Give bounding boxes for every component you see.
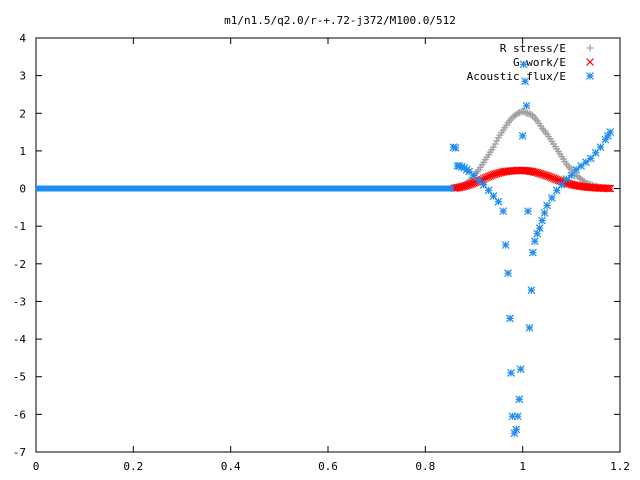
x-tick-label: 0.8	[415, 460, 435, 473]
data-point	[519, 60, 528, 69]
y-tick-label: -4	[13, 333, 27, 346]
data-point	[519, 107, 527, 115]
data-point	[601, 135, 610, 144]
data-point	[582, 158, 590, 167]
data-point	[514, 109, 522, 117]
data-point	[577, 162, 585, 170]
x-tick-label: 0.2	[123, 460, 143, 473]
data-point	[606, 184, 615, 193]
data-point	[474, 176, 483, 185]
data-point	[521, 77, 530, 86]
data-point	[606, 128, 615, 137]
data-point	[572, 165, 581, 174]
data-point	[512, 425, 521, 434]
data-point	[499, 207, 508, 216]
data-point	[522, 109, 530, 117]
data-point	[603, 184, 611, 193]
y-tick-label: -6	[13, 408, 26, 421]
data-point	[465, 167, 474, 176]
data-point	[527, 286, 536, 295]
data-point	[528, 248, 537, 257]
y-tick-label: -2	[13, 258, 26, 271]
y-tick-label: -3	[13, 295, 26, 308]
y-tick-label: 3	[19, 70, 26, 83]
legend-marker	[586, 72, 594, 80]
data-point	[547, 194, 556, 202]
data-point	[451, 143, 460, 152]
data-point	[516, 365, 525, 374]
data-point	[491, 140, 499, 148]
data-point	[504, 269, 512, 278]
legend-label: G work/E	[513, 56, 566, 69]
x-tick-label: 1	[519, 460, 526, 473]
legend-marker	[586, 58, 594, 66]
data-point	[507, 369, 515, 377]
data-point	[540, 209, 549, 217]
legend-label: R stress/E	[500, 42, 566, 55]
y-tick-label: -5	[13, 371, 26, 384]
legend-marker	[586, 44, 594, 52]
data-point	[518, 131, 527, 140]
axis-ticks: 0 0.2 0.4 0.6 0.8 1 1.2 4 3 2 1 0 -1 -2 -3 -4 -5 -6 -7	[13, 32, 630, 473]
legend-label: Acoustic flux/E	[467, 70, 566, 83]
data-point	[525, 323, 534, 332]
data-point	[530, 237, 539, 246]
data-point	[538, 216, 547, 225]
data-point	[525, 110, 533, 118]
x-tick-label: 0	[33, 460, 40, 473]
y-tick-label: 0	[19, 183, 26, 196]
data-point	[522, 101, 531, 110]
y-tick-label: 2	[19, 107, 26, 120]
series-layer	[36, 60, 615, 438]
y-tick-label: -1	[13, 220, 26, 233]
x-tick-label: 0.4	[221, 460, 241, 473]
data-point	[489, 143, 497, 151]
data-point	[596, 143, 605, 152]
data-point	[524, 207, 532, 216]
data-point	[513, 412, 522, 421]
y-tick-label: -7	[13, 446, 26, 459]
x-tick-label: 0.6	[318, 460, 338, 473]
data-point	[501, 241, 510, 249]
data-point	[543, 201, 551, 210]
data-point	[515, 395, 524, 404]
x-tick-label: 1.2	[610, 460, 630, 473]
data-point	[535, 224, 544, 232]
y-tick-label: 4	[19, 32, 26, 45]
data-point	[506, 314, 514, 323]
chart-title: m1/n1.5/q2.0/r-+.72-j372/M100.0/512	[224, 14, 456, 27]
data-point	[591, 148, 600, 157]
data-point	[524, 109, 532, 117]
data-point	[515, 109, 523, 117]
data-point	[493, 137, 501, 145]
series-3	[36, 60, 615, 438]
y-tick-label: 1	[19, 145, 26, 158]
data-point	[604, 184, 613, 193]
data-point	[494, 197, 503, 206]
data-point	[562, 175, 571, 184]
data-point	[520, 108, 528, 116]
